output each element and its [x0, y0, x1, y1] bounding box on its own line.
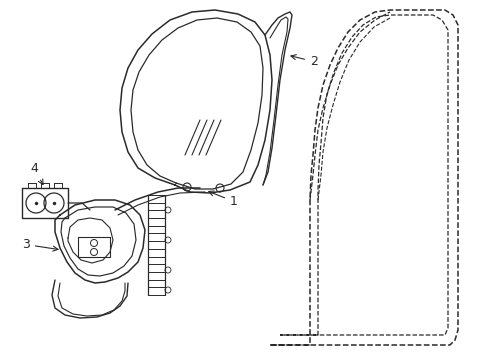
Text: 2: 2	[290, 55, 317, 68]
Text: 3: 3	[22, 238, 58, 251]
Text: 4: 4	[30, 162, 43, 185]
Text: 1: 1	[208, 191, 237, 208]
